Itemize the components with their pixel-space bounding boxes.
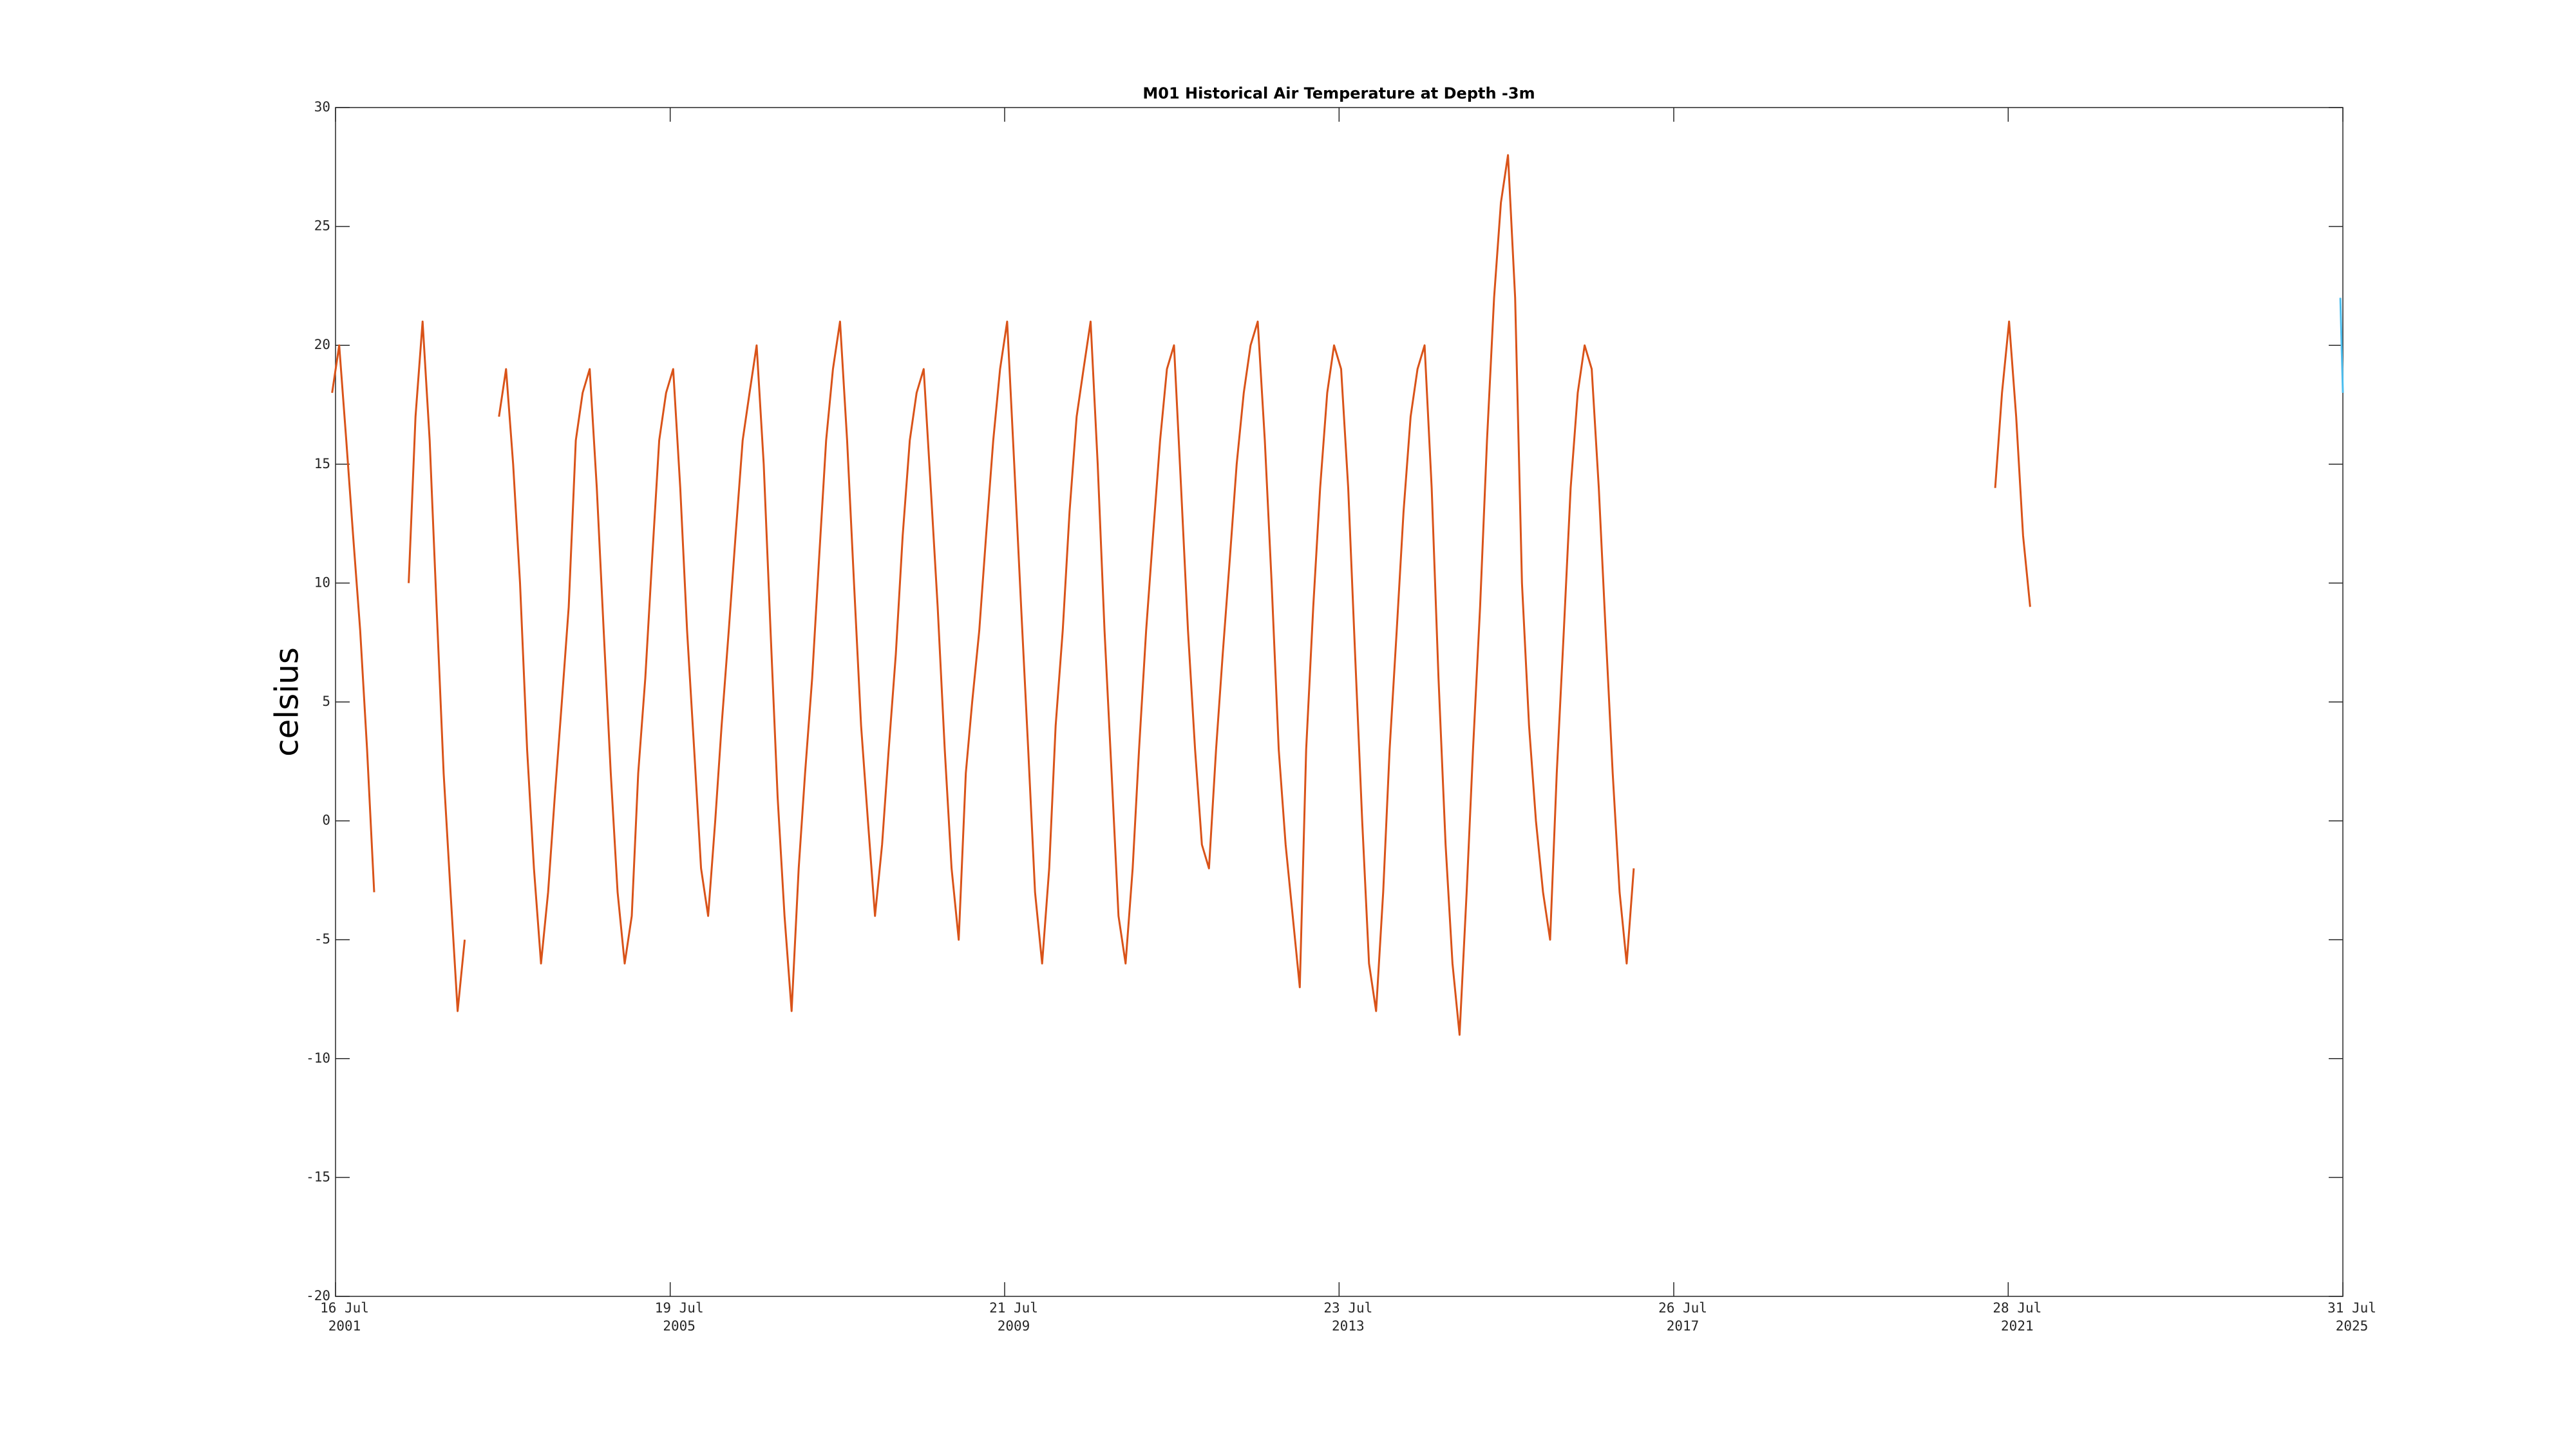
- plot-area: [335, 107, 2344, 1297]
- y-tick-label: 30: [314, 99, 330, 115]
- y-tick-label: 15: [314, 456, 330, 471]
- x-tick-label: 2009: [998, 1318, 1030, 1334]
- y-tick-label: -20: [306, 1288, 330, 1303]
- y-tick-label: 5: [322, 694, 330, 709]
- x-tick-label: 19 Jul: [655, 1300, 704, 1316]
- x-tick-label: 23 Jul: [1323, 1300, 1372, 1316]
- x-tick-label: 26 Jul: [1658, 1300, 1707, 1316]
- y-tick-label: 10: [314, 574, 330, 590]
- x-tick-label: 2013: [1332, 1318, 1365, 1334]
- x-tick-label: 28 Jul: [1993, 1300, 2041, 1316]
- y-tick-label: 25: [314, 218, 330, 234]
- x-tick-label: 2001: [328, 1318, 361, 1334]
- data-line: [2339, 298, 2344, 393]
- x-tick-label: 31 Jul: [2327, 1300, 2376, 1316]
- x-tick-label: 2005: [663, 1318, 696, 1334]
- data-line: [331, 154, 2031, 1036]
- chart-title: M01 Historical Air Temperature at Depth …: [1142, 84, 1535, 102]
- y-axis-label: celsius: [269, 647, 306, 757]
- y-tick-label: 20: [314, 337, 330, 352]
- x-tick-label: 16 Jul: [320, 1300, 369, 1316]
- y-tick-label: -15: [306, 1169, 330, 1184]
- y-tick-label: -5: [314, 931, 330, 947]
- x-tick-label: 2025: [2336, 1318, 2369, 1334]
- y-tick-label: -10: [306, 1050, 330, 1066]
- x-tick-label: 21 Jul: [989, 1300, 1038, 1316]
- x-tick-label: 2017: [1667, 1318, 1700, 1334]
- x-tick-label: 2021: [2001, 1318, 2034, 1334]
- y-tick-label: 0: [322, 813, 330, 828]
